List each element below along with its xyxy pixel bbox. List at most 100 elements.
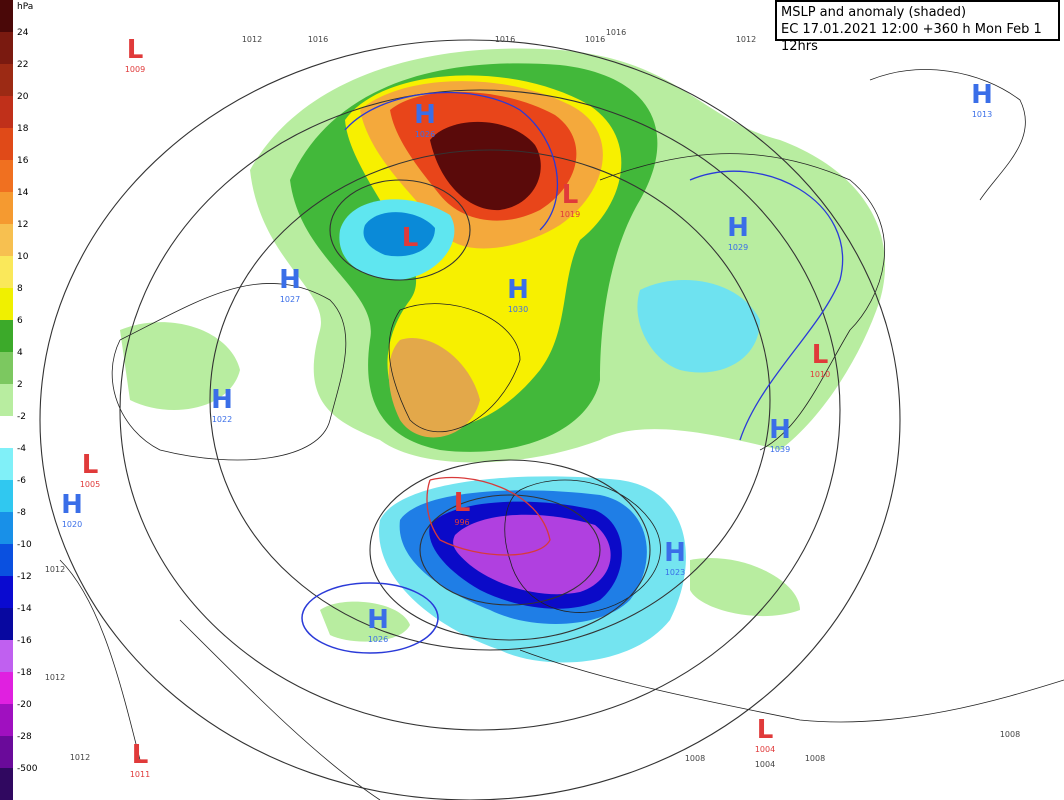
shade-m8	[363, 212, 435, 257]
center-pressure: 1010	[810, 370, 830, 379]
center-letter: L	[454, 488, 471, 518]
isobar-label: 1016	[495, 35, 515, 44]
colorbar-band	[0, 544, 13, 577]
center-letter: H	[664, 538, 686, 568]
center-pressure: 1009	[125, 65, 145, 74]
colorbar-label: 18	[17, 124, 29, 134]
isobar-label: 1016	[308, 35, 328, 44]
shade-10	[388, 338, 480, 438]
colorbar-label: 6	[17, 316, 23, 326]
isobar-label: 1008	[685, 754, 705, 763]
colorbar-band	[0, 192, 13, 225]
center-pressure: 1026	[368, 635, 388, 644]
colorbar-band	[0, 576, 13, 609]
center-letter: H	[507, 275, 529, 305]
isobar-blue	[344, 91, 559, 231]
colorbar-label: -8	[17, 508, 26, 518]
shade-24	[430, 121, 541, 211]
colorbar-label: 14	[17, 188, 29, 198]
colorbar-label: -18	[17, 668, 32, 678]
center-pressure: 1029	[728, 243, 748, 252]
shade-m4b	[637, 280, 760, 373]
isobar-label: 1012	[45, 565, 65, 574]
center-pressure: 1011	[130, 770, 150, 779]
center-letter: L	[562, 180, 579, 210]
colorbar-label: -2	[17, 412, 26, 422]
colorbar-band	[0, 512, 13, 545]
isobar-label: 1012	[70, 753, 90, 762]
center-pressure: 1019	[560, 210, 580, 219]
subtitle: EC 17.01.2021 12:00 +360 h Mon Feb 1 12h…	[781, 22, 1042, 54]
center-letter: H	[211, 385, 233, 415]
colorbar-band	[0, 768, 13, 800]
center-letter: H	[414, 100, 436, 130]
center-letter: H	[727, 213, 749, 243]
center-letter: L	[82, 450, 99, 480]
colorbar-band	[0, 416, 13, 449]
colorbar-label: -12	[17, 572, 32, 582]
colorbar-label: 2	[17, 380, 23, 390]
center-letter: H	[769, 415, 791, 445]
colorbar-band	[0, 320, 13, 353]
center-pressure: 1026	[415, 130, 435, 139]
colorbar-label: 12	[17, 220, 28, 230]
center-pressure: 1030	[508, 305, 528, 314]
colorbar-unit: hPa	[17, 2, 33, 12]
colorbar-label: -28	[17, 732, 32, 742]
colorbar: hPa 24 22 20 18 16 14 12 10 8 6 4 2 -2 -4 -6 -8 -10 -12 -14…	[0, 0, 38, 800]
colorbar-band	[0, 672, 13, 705]
colorbar-band	[0, 736, 13, 769]
center-letter: L	[812, 340, 829, 370]
center-pressure: 1023	[665, 568, 685, 577]
shade-m14	[453, 514, 611, 595]
colorbar-label: -10	[17, 540, 32, 550]
colorbar-label: 20	[17, 92, 29, 102]
isobar-label: 1008	[805, 754, 825, 763]
center-letter: L	[757, 715, 774, 745]
title-box: MSLP and anomaly (shaded) EC 17.01.2021 …	[775, 0, 1060, 54]
colorbar-label: -500	[17, 764, 38, 774]
center-pressure: 1039	[770, 445, 790, 454]
colorbar-band	[0, 32, 13, 65]
colorbar-label: 4	[17, 348, 23, 358]
colorbar-label: 16	[17, 156, 29, 166]
isobar-label: 1004	[755, 760, 775, 769]
colorbar-band	[0, 160, 13, 193]
colorbar-band	[0, 256, 13, 289]
colorbar-band	[0, 224, 13, 257]
colorbar-label: -16	[17, 636, 32, 646]
colorbar-band	[0, 608, 13, 641]
isobar-label: 1012	[242, 35, 262, 44]
title: MSLP and anomaly (shaded)	[781, 5, 967, 20]
isobar-label: 1012	[45, 673, 65, 682]
colorbar-band	[0, 448, 13, 481]
colorbar-band	[0, 288, 13, 321]
center-letter: H	[61, 490, 83, 520]
isobar-label: 1008	[1000, 730, 1020, 739]
colorbar-label: -6	[17, 476, 26, 486]
colorbar-label: -4	[17, 444, 26, 454]
center-pressure: 1020	[62, 520, 82, 529]
center-pressure: 1027	[280, 295, 300, 304]
isobar-label: 1016	[585, 35, 605, 44]
colorbar-label: -20	[17, 700, 32, 710]
colorbar-label: 24	[17, 28, 29, 38]
colorbar-label: 22	[17, 60, 28, 70]
colorbar-band	[0, 0, 13, 33]
isobars	[39, 39, 901, 800]
colorbar-label: 8	[17, 284, 23, 294]
center-letter: L	[132, 740, 149, 770]
colorbar-band	[0, 640, 13, 673]
center-letter: H	[367, 605, 389, 635]
coastlines	[59, 69, 1064, 800]
colorbar-band	[0, 384, 13, 417]
colorbar-label: 10	[17, 252, 29, 262]
shade-2d	[690, 558, 800, 617]
center-pressure: 996	[454, 518, 469, 527]
center-pressure: 1013	[972, 110, 992, 119]
shade-2b	[320, 601, 410, 642]
isobar-label: 1016	[606, 28, 626, 37]
